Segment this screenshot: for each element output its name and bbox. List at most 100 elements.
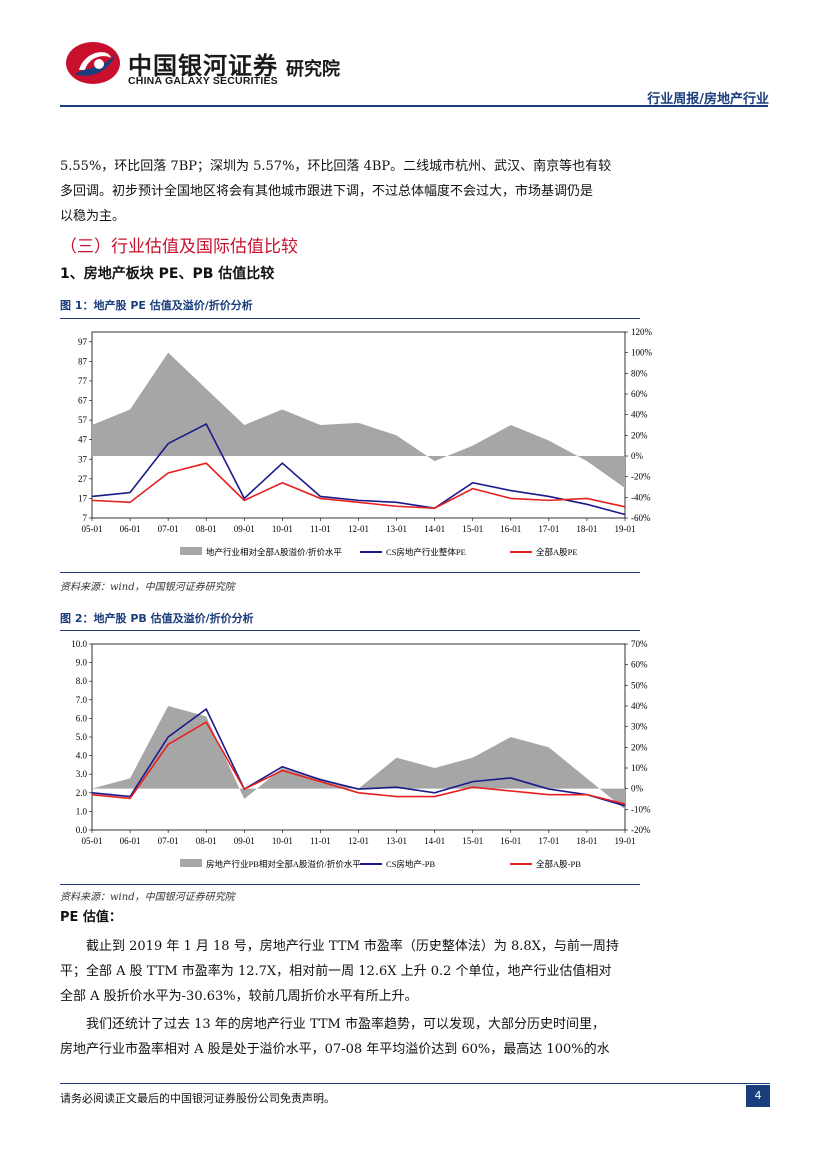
- y-right-tick-label: -20%: [631, 825, 651, 835]
- x-tick-label: 11-01: [310, 836, 331, 846]
- y-left-tick-label: 4.0: [76, 751, 88, 761]
- brand-institute: 研究院: [286, 59, 340, 80]
- galaxy-logo-icon: [66, 42, 120, 84]
- x-tick-label: 16-01: [500, 836, 521, 846]
- footer-divider: [60, 1083, 770, 1084]
- intro-paragraph: 5.55%，环比回落 7BP；深圳为 5.57%，环比回落 4BP。二线城市杭州…: [60, 154, 635, 229]
- y-left-tick-label: 7: [83, 513, 88, 523]
- x-tick-label: 09-01: [234, 836, 255, 846]
- y-left-tick-label: 5.0: [76, 732, 88, 742]
- legend-label: 全部A股PE: [536, 547, 578, 557]
- brand-name-cn: 中国银河证券: [128, 52, 278, 80]
- figure-2-bottom-rule: [60, 884, 640, 885]
- figure-2-title: 图 2：地产股 PB 估值及溢价/折价分析: [60, 612, 254, 625]
- intro-line: 多回调。初步预计全国地区将会有其他城市跟进下调，不过总体幅度不会过大，市场基调仍…: [60, 184, 594, 199]
- y-right-tick-label: 50%: [631, 680, 648, 690]
- pe-p1-line: 全部 A 股折价水平为-30.63%，较前几周折价水平有所上升。: [60, 989, 418, 1004]
- y-left-tick-label: 87: [78, 356, 88, 366]
- series-line-all-a-shares: [91, 462, 626, 510]
- x-tick-label: 13-01: [386, 836, 407, 846]
- x-tick-label: 12-01: [348, 836, 369, 846]
- x-tick-label: 08-01: [196, 836, 217, 846]
- figure-1-bottom-rule: [60, 572, 640, 573]
- legend-swatch-area: [180, 859, 202, 867]
- pe-p1-line: 平；全部 A 股 TTM 市盈率为 12.7X，相对前一周 12.6X 上升 0…: [60, 964, 612, 979]
- x-tick-label: 10-01: [272, 524, 293, 534]
- legend-label: 房地产行业PB相对全部A股溢价/折价水平: [206, 859, 361, 869]
- y-left-tick-label: 67: [78, 396, 88, 406]
- y-right-tick-label: -20%: [631, 472, 651, 482]
- series-line-all-a-shares: [91, 721, 626, 805]
- y-right-tick-label: 120%: [631, 327, 653, 337]
- x-tick-label: 06-01: [120, 836, 141, 846]
- x-tick-label: 15-01: [462, 836, 483, 846]
- report-type: 行业周报/房地产行业: [647, 92, 769, 107]
- y-left-tick-label: 57: [78, 415, 88, 425]
- y-left-tick-label: 6.0: [76, 713, 88, 723]
- x-tick-label: 09-01: [234, 524, 255, 534]
- legend-label: 地产行业相对全部A股溢价/折价水平: [206, 547, 343, 557]
- x-tick-label: 17-01: [538, 524, 559, 534]
- x-tick-label: 10-01: [272, 836, 293, 846]
- pe-paragraph-1: 截止到 2019 年 1 月 18 号，房地产行业 TTM 市盈率（历史整体法）…: [60, 934, 640, 1009]
- x-tick-label: 07-01: [158, 524, 179, 534]
- y-right-tick-label: 0%: [631, 451, 644, 461]
- y-left-tick-label: 37: [78, 454, 88, 464]
- y-left-tick-label: 77: [78, 376, 88, 386]
- x-tick-label: 05-01: [82, 836, 103, 846]
- x-tick-label: 17-01: [538, 836, 559, 846]
- y-right-tick-label: -40%: [631, 492, 651, 502]
- pe-p2-line: 我们还统计了过去 13 年的房地产行业 TTM 市盈率趋势，可以发现，大部分历史…: [86, 1017, 605, 1032]
- y-right-tick-label: 40%: [631, 410, 648, 420]
- x-tick-label: 16-01: [500, 524, 521, 534]
- figure-1-top-rule: [60, 318, 640, 319]
- x-tick-label: 18-01: [576, 524, 597, 534]
- figure-1-source: 资料来源：wind，中国银河证券研究院: [60, 582, 235, 593]
- pe-paragraph-2: 我们还统计了过去 13 年的房地产行业 TTM 市盈率趋势，可以发现，大部分历史…: [60, 1012, 640, 1062]
- y-left-tick-label: 10.0: [71, 639, 87, 649]
- legend-label: CS房地产-PB: [386, 859, 435, 869]
- figure-2-source: 资料来源：wind，中国银河证券研究院: [60, 892, 235, 903]
- brand-name-en: CHINA GALAXY SECURITIES: [128, 75, 278, 87]
- figure-1-chart: 7 17 27 37 47 57 67 77 87 97 120% 100% 80% 60% 40% 20% 0…: [78, 327, 653, 557]
- y-left-tick-label: 9.0: [76, 658, 88, 668]
- y-left-tick-label: 47: [78, 435, 88, 445]
- series-line-real-estate: [91, 707, 626, 807]
- legend-label: CS房地产行业整体PE: [386, 547, 466, 557]
- section-title: （三）行业估值及国际估值比较: [60, 237, 298, 257]
- figure-1-title: 图 1：地产股 PE 估值及溢价/折价分析: [60, 299, 253, 312]
- header-divider: [60, 105, 768, 107]
- footer-disclaimer: 请务必阅读正文最后的中国银河证券股份公司免责声明。: [60, 1092, 335, 1105]
- y-right-tick-label: 10%: [631, 763, 648, 773]
- x-tick-label: 06-01: [120, 524, 141, 534]
- x-tick-label: 13-01: [386, 524, 407, 534]
- y-left-tick-label: 8.0: [76, 676, 88, 686]
- x-tick-label: 19-01: [615, 836, 636, 846]
- y-left-tick-label: 7.0: [76, 695, 88, 705]
- y-right-tick-label: 20%: [631, 430, 648, 440]
- y-right-tick-label: 60%: [631, 660, 648, 670]
- y-right-tick-label: 0%: [631, 784, 644, 794]
- x-tick-label: 11-01: [310, 524, 331, 534]
- x-tick-label: 08-01: [196, 524, 217, 534]
- x-tick-label: 18-01: [576, 836, 597, 846]
- subsection-title: 1、房地产板块 PE、PB 估值比较: [60, 266, 275, 282]
- y-right-tick-label: 40%: [631, 701, 648, 711]
- series-area-premium: [92, 352, 625, 489]
- x-tick-label: 14-01: [424, 524, 445, 534]
- x-tick-label: 12-01: [348, 524, 369, 534]
- x-tick-label: 07-01: [158, 836, 179, 846]
- y-left-tick-label: 0.0: [76, 825, 88, 835]
- x-tick-label: 19-01: [615, 524, 636, 534]
- y-left-tick-label: 27: [78, 474, 88, 484]
- legend-label: 全部A股-PB: [536, 859, 581, 869]
- y-left-tick-label: 3.0: [76, 769, 88, 779]
- y-right-tick-label: -60%: [631, 513, 651, 523]
- x-tick-label: 15-01: [462, 524, 483, 534]
- y-right-tick-label: 100%: [631, 348, 653, 358]
- y-left-tick-label: 2.0: [76, 788, 88, 798]
- y-right-tick-label: 20%: [631, 742, 648, 752]
- page-number: 4: [746, 1085, 770, 1107]
- intro-line: 以稳为主。: [60, 209, 126, 224]
- y-left-tick-label: 17: [78, 493, 88, 503]
